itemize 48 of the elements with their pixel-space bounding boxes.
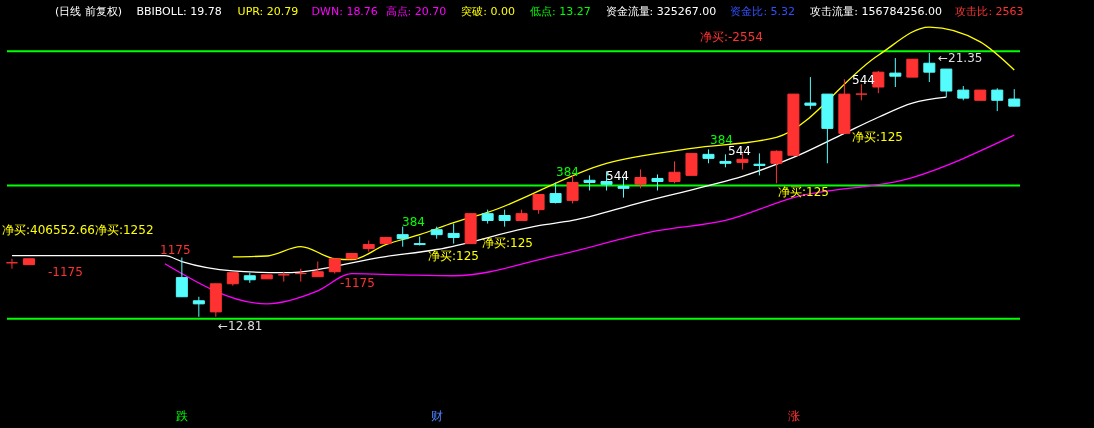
text: (日线 前复权) [55, 5, 123, 18]
text: 攻击比: 2563 [955, 5, 1024, 18]
annotation: 544 [606, 169, 629, 183]
annotation: 384 [556, 165, 579, 179]
annotation: 净买:406552.66净买:1252 [2, 223, 154, 237]
annotation: 净买:125 [428, 249, 479, 263]
text: 低点: 13.27 [530, 5, 591, 18]
annotation: 384 [710, 133, 733, 147]
annotation: 544 [728, 144, 751, 158]
candlestick [532, 194, 545, 215]
text: 突破: 0.00 [461, 5, 515, 18]
candlestick [668, 160, 681, 184]
candlestick [447, 223, 460, 245]
candlestick [889, 57, 902, 88]
annotation: 384 [402, 215, 425, 229]
text: DWN: 18.76 [311, 5, 378, 18]
annotation: 净买:125 [852, 130, 903, 144]
candlestick [923, 52, 936, 83]
candlestick [396, 226, 409, 248]
text: 资金比: 5.32 [730, 5, 796, 18]
x-tick-label: 财 [431, 408, 444, 423]
text: ←12.81 [218, 319, 263, 333]
annotation: ←21.35 [938, 51, 983, 65]
candlestick [770, 149, 783, 184]
candlestick [753, 152, 766, 176]
text: 高点: 20.70 [385, 5, 447, 18]
candlestick [192, 296, 205, 318]
candlestick [175, 257, 188, 298]
x-tick-label: 跌 [176, 408, 189, 423]
annotation: 净买:125 [482, 236, 533, 250]
text: 净买:-2554 [700, 30, 763, 44]
annotation: -1175 [340, 276, 375, 290]
candlestick [940, 68, 953, 98]
text: UPR: 20.79 [237, 5, 299, 18]
annotation: -1175 [48, 265, 83, 279]
text: 资金流量: 325267.00 [605, 5, 717, 18]
text: BBIBOLL: 19.78 [136, 5, 222, 18]
candlestick [294, 268, 307, 283]
candlestick [5, 258, 18, 270]
candlestick [804, 76, 817, 110]
candlestick [277, 271, 290, 283]
annotation: 1175 [160, 243, 191, 257]
candlestick [685, 152, 698, 176]
text: 攻击流量: 156784256.00 [810, 5, 942, 18]
candlestick [566, 174, 579, 204]
x-tick-label: 涨 [787, 408, 800, 423]
candlestick [991, 87, 1004, 112]
candlestick [634, 168, 647, 189]
